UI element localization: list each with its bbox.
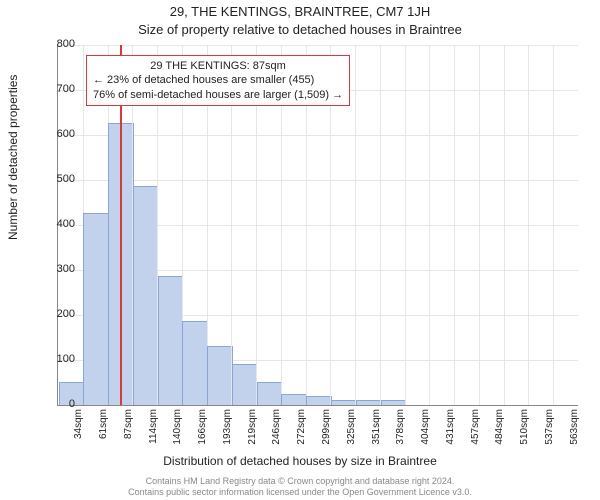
histogram-bar: [207, 346, 233, 406]
gridline-v: [479, 45, 480, 405]
y-axis-label: Number of detached properties: [6, 75, 20, 240]
histogram-bar: [83, 213, 109, 405]
chart-subtitle: Size of property relative to detached ho…: [0, 22, 600, 37]
footer-line-1: Contains HM Land Registry data © Crown c…: [0, 476, 600, 487]
ytick-label: 200: [45, 308, 75, 320]
xtick-label: 166sqm: [197, 409, 208, 449]
xtick-label: 246sqm: [271, 409, 282, 449]
xtick-label: 378sqm: [395, 409, 406, 449]
histogram-bar: [158, 276, 184, 405]
gridline-v: [429, 45, 430, 405]
xtick-label: 351sqm: [371, 409, 382, 449]
histogram-bar: [381, 400, 407, 406]
xtick-label: 537sqm: [544, 409, 555, 449]
annotation-line: ← 23% of detached houses are smaller (45…: [93, 73, 343, 87]
xtick-label: 34sqm: [73, 409, 84, 449]
gridline-v: [553, 45, 554, 405]
ytick-label: 100: [45, 353, 75, 365]
histogram-bar: [281, 394, 307, 405]
annotation-line: 29 THE KENTINGS: 87sqm: [93, 59, 343, 73]
plot-area: 29 THE KENTINGS: 87sqm← 23% of detached …: [57, 45, 578, 406]
histogram-bar: [331, 400, 357, 406]
ytick-label: 0: [45, 398, 75, 410]
ytick-label: 700: [45, 83, 75, 95]
ytick-label: 400: [45, 218, 75, 230]
xtick-label: 457sqm: [470, 409, 481, 449]
x-axis-label: Distribution of detached houses by size …: [0, 454, 600, 468]
xtick-label: 87sqm: [123, 409, 134, 449]
gridline-h: [58, 135, 578, 136]
gridline-v: [405, 45, 406, 405]
histogram-bar: [133, 186, 159, 405]
gridline-v: [380, 45, 381, 405]
xtick-label: 193sqm: [222, 409, 233, 449]
ytick-label: 300: [45, 263, 75, 275]
gridline-v: [454, 45, 455, 405]
annotation-box: 29 THE KENTINGS: 87sqm← 23% of detached …: [86, 55, 350, 106]
gridline-v: [355, 45, 356, 405]
gridline-v: [504, 45, 505, 405]
xtick-label: 484sqm: [494, 409, 505, 449]
xtick-label: 114sqm: [148, 409, 159, 449]
histogram-bar: [356, 400, 382, 405]
ytick-label: 500: [45, 173, 75, 185]
xtick-label: 299sqm: [321, 409, 332, 449]
histogram-chart: 29, THE KENTINGS, BRAINTREE, CM7 1JH Siz…: [0, 0, 600, 500]
gridline-h: [58, 180, 578, 181]
footer-line-2: Contains public sector information licen…: [0, 487, 600, 498]
histogram-bar: [182, 321, 208, 405]
xtick-label: 61sqm: [98, 409, 109, 449]
ytick-label: 800: [45, 38, 75, 50]
xtick-label: 510sqm: [519, 409, 530, 449]
xtick-label: 272sqm: [296, 409, 307, 449]
histogram-bar: [257, 382, 283, 406]
xtick-label: 325sqm: [346, 409, 357, 449]
xtick-label: 219sqm: [247, 409, 258, 449]
xtick-label: 431sqm: [445, 409, 456, 449]
xtick-label: 404sqm: [420, 409, 431, 449]
gridline-v: [528, 45, 529, 405]
page-title: 29, THE KENTINGS, BRAINTREE, CM7 1JH: [0, 4, 600, 19]
ytick-label: 600: [45, 128, 75, 140]
annotation-line: 76% of semi-detached houses are larger (…: [93, 88, 343, 102]
gridline-h: [58, 45, 578, 46]
footer-credits: Contains HM Land Registry data © Crown c…: [0, 476, 600, 498]
histogram-bar: [232, 364, 258, 406]
xtick-label: 140sqm: [172, 409, 183, 449]
histogram-bar: [306, 396, 332, 405]
xtick-label: 563sqm: [569, 409, 580, 449]
